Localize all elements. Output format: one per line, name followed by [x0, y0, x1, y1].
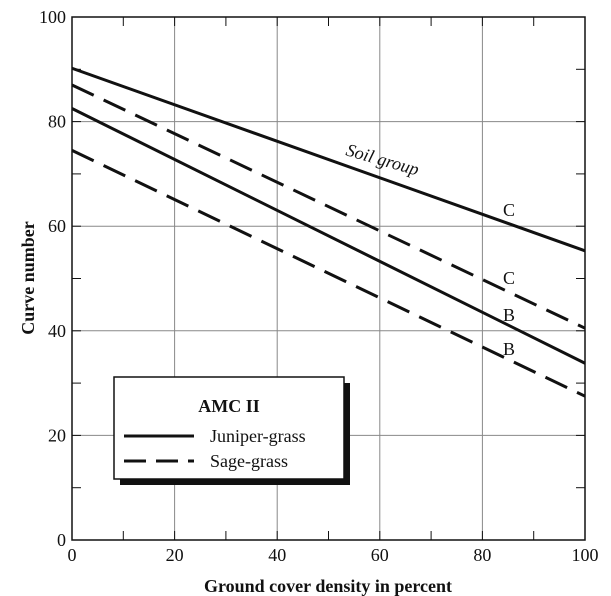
sage-b-label: B: [503, 339, 515, 359]
y-tick-label: 40: [48, 321, 66, 341]
y-tick-label: 80: [48, 112, 66, 132]
y-tick-label: 0: [57, 530, 66, 550]
series-lines: [71, 66, 586, 398]
x-tick-label: 20: [166, 545, 184, 565]
y-axis-title: Curve number: [18, 221, 38, 335]
juniper-b-label: B: [503, 305, 515, 325]
x-tick-label: 60: [371, 545, 389, 565]
x-tick-labels: 0 20 40 60 80 100: [68, 545, 599, 565]
y-tick-labels: 0 20 40 60 80 100: [39, 7, 66, 550]
legend-label-sage: Sage-grass: [210, 451, 288, 471]
legend-title: AMC II: [198, 396, 260, 416]
sage-c-label: C: [503, 268, 515, 288]
x-tick-label: 100: [572, 545, 599, 565]
x-tick-label: 80: [473, 545, 491, 565]
legend: AMC II Juniper-grass Sage-grass: [113, 376, 350, 485]
juniper-grass-line-c: [71, 66, 586, 253]
x-tick-label: 40: [268, 545, 286, 565]
y-tick-label: 60: [48, 216, 66, 236]
y-tick-label: 20: [48, 425, 66, 445]
sage-grass-line-c: [71, 83, 586, 330]
plot-frame: [71, 16, 586, 541]
soil-group-annotation: Soil group: [344, 140, 421, 180]
x-axis-title: Ground cover density in percent: [204, 576, 452, 596]
legend-box: [113, 376, 345, 480]
legend-label-juniper: Juniper-grass: [210, 426, 306, 446]
y-tick-label: 100: [39, 7, 66, 27]
sage-grass-line-b: [71, 149, 586, 398]
juniper-c-label: C: [503, 200, 515, 220]
juniper-grass-line-b: [71, 107, 586, 365]
x-tick-label: 0: [68, 545, 77, 565]
